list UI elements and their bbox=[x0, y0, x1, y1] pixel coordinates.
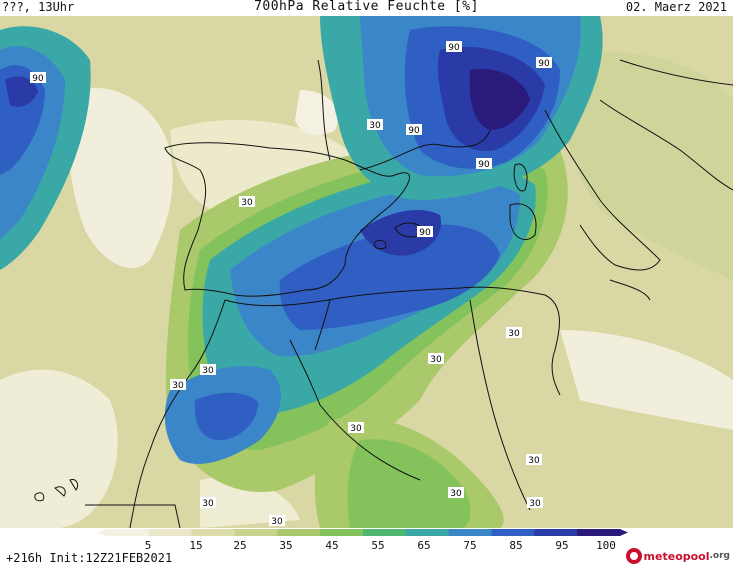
colorbar-swatch bbox=[234, 529, 278, 536]
contour-label: 30 bbox=[348, 422, 364, 434]
colorbar-swatch bbox=[320, 529, 364, 536]
svg-text:30: 30 bbox=[450, 489, 462, 499]
svg-text:90: 90 bbox=[408, 126, 420, 136]
svg-text:30: 30 bbox=[508, 329, 520, 339]
contour-label: 30 bbox=[239, 196, 255, 208]
colorbar-tick-label: 65 bbox=[417, 539, 430, 550]
svg-text:90: 90 bbox=[448, 43, 460, 53]
colorbar-swatch bbox=[405, 529, 450, 536]
footer-bar: 5 15 25 35 45 55 65 75 85 95 100 +216h Init:12Z21F… bbox=[0, 528, 733, 566]
contour-label: 90 bbox=[476, 158, 492, 170]
contour-label: 30 bbox=[506, 327, 522, 339]
colorbar: 5 15 25 35 45 55 65 75 85 95 100 bbox=[98, 529, 628, 550]
colorbar-swatch bbox=[277, 529, 321, 536]
contour-label: 30 bbox=[200, 497, 216, 509]
colorbar-tick-label: 35 bbox=[279, 539, 292, 550]
svg-text:90: 90 bbox=[32, 74, 44, 84]
contour-label: 90 bbox=[446, 41, 462, 53]
svg-text:30: 30 bbox=[172, 381, 184, 391]
colorbar-tick-label: 95 bbox=[555, 539, 568, 550]
colorbar-swatch bbox=[148, 529, 193, 536]
contour-label: 90 bbox=[406, 124, 422, 136]
contour-label: 30 bbox=[200, 364, 216, 376]
contour-label: 30 bbox=[367, 119, 383, 131]
colorbar-swatch bbox=[534, 529, 578, 536]
contour-label: 30 bbox=[269, 515, 285, 527]
svg-text:90: 90 bbox=[478, 160, 490, 170]
svg-text:30: 30 bbox=[202, 366, 214, 376]
contour-label: 90 bbox=[417, 226, 433, 238]
contour-label: 30 bbox=[448, 487, 464, 499]
svg-text:30: 30 bbox=[271, 517, 283, 527]
map-title: 700hPa Relative Feuchte [%] bbox=[254, 0, 479, 14]
contour-label: 30 bbox=[170, 379, 186, 391]
svg-text:30: 30 bbox=[529, 499, 541, 509]
svg-text:90: 90 bbox=[538, 59, 550, 69]
colorbar-swatch bbox=[191, 529, 235, 536]
header-bar: ???, 13Uhr 700hPa Relative Feuchte [%] 0… bbox=[0, 0, 733, 16]
colorbar-swatch bbox=[363, 529, 407, 536]
colorbar-tick-label: 45 bbox=[325, 539, 338, 550]
colorbar-swatch bbox=[448, 529, 492, 536]
colorbar-tick-label: 55 bbox=[371, 539, 384, 550]
time-label: ???, 13Uhr bbox=[2, 0, 75, 14]
forecast-info: +216h Init:12Z21FEB2021 bbox=[6, 551, 173, 565]
meteopool-logo-icon bbox=[625, 548, 642, 564]
svg-text:30: 30 bbox=[350, 424, 362, 434]
colorbar-tick-label: 25 bbox=[233, 539, 246, 550]
logo-text: meteopool bbox=[643, 549, 710, 563]
contour-label: 90 bbox=[30, 72, 46, 84]
humidity-field bbox=[0, 16, 733, 528]
colorbar-tick-label: 100 bbox=[596, 539, 616, 550]
logo-tld: .org bbox=[709, 551, 730, 561]
svg-text:30: 30 bbox=[202, 499, 214, 509]
forecast-date: 02. Maerz 2021 bbox=[625, 0, 727, 14]
svg-text:30: 30 bbox=[528, 456, 540, 466]
svg-text:30: 30 bbox=[369, 121, 381, 131]
meteopool-logo: meteopool .org bbox=[625, 547, 730, 565]
contour-labels: 90 90 90 90 90 90 30 30 30 30 30 30 30 3… bbox=[30, 41, 552, 509]
colorbar-tick-label: 85 bbox=[509, 539, 522, 550]
colorbar-swatch bbox=[491, 529, 535, 536]
colorbar-tick-label: 5 bbox=[145, 539, 152, 550]
coastlines bbox=[34, 59, 733, 528]
colorbar-swatch bbox=[106, 529, 150, 536]
svg-text:30: 30 bbox=[430, 355, 442, 365]
svg-text:30: 30 bbox=[241, 198, 253, 208]
map-canvas: 90 90 90 90 90 90 30 30 30 30 30 30 30 3… bbox=[0, 16, 733, 528]
contour-label: 30 bbox=[527, 497, 543, 509]
contour-label: 30 bbox=[526, 454, 542, 466]
colorbar-max-arrow bbox=[620, 529, 628, 536]
colorbar-swatch bbox=[577, 529, 621, 536]
contour-label: 90 bbox=[536, 57, 552, 69]
colorbar-tick-label: 75 bbox=[463, 539, 476, 550]
contour-label: 30 bbox=[428, 353, 444, 365]
colorbar-tick-label: 15 bbox=[189, 539, 202, 550]
svg-text:90: 90 bbox=[419, 228, 431, 238]
humidity-map: 90 90 90 90 90 90 30 30 30 30 30 30 30 3… bbox=[0, 16, 733, 528]
colorbar-min-arrow bbox=[98, 529, 106, 536]
